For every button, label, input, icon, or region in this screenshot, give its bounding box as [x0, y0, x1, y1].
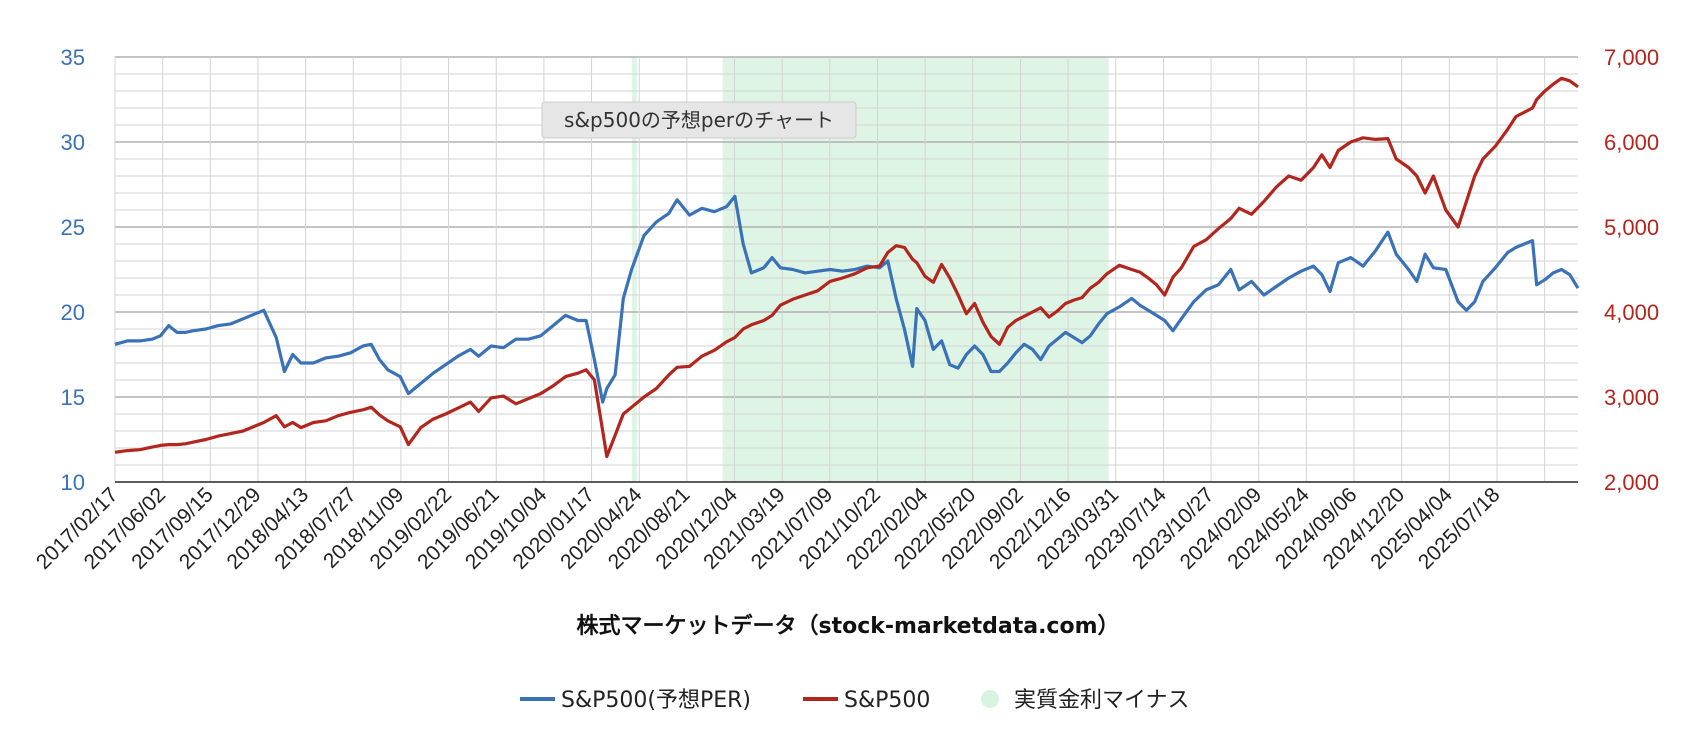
- series-lines: [114, 76, 1580, 459]
- right-tick-label: 4,000: [1604, 300, 1659, 325]
- left-tick-label: 20: [61, 300, 85, 325]
- chart-title-tooltip: s&p500の予想perのチャート: [541, 101, 857, 139]
- right-tick-label: 6,000: [1604, 130, 1659, 155]
- left-tick-label: 10: [61, 470, 85, 495]
- series-line-per: [114, 194, 1580, 404]
- legend: S&P500(予想PER) S&P500 実質金利マイナス: [520, 688, 1190, 713]
- legend-label-per: S&P500(予想PER): [561, 688, 751, 713]
- left-tick-label: 30: [61, 130, 85, 155]
- right-tick-label: 2,000: [1604, 470, 1659, 495]
- chart-title: s&p500の予想perのチャート: [564, 108, 834, 132]
- legend-label-sp500: S&P500: [844, 688, 930, 713]
- left-tick-label: 35: [61, 45, 85, 70]
- right-tick-label: 7,000: [1604, 45, 1659, 70]
- left-tick-label: 25: [61, 215, 85, 240]
- legend-item-sp500[interactable]: S&P500: [803, 688, 930, 713]
- right-axis-ticks: 2,000 3,000 4,000 5,000 6,000 7,000: [1604, 45, 1659, 495]
- left-tick-label: 15: [61, 385, 85, 410]
- legend-item-per[interactable]: S&P500(予想PER): [520, 688, 751, 713]
- series-line-sp500: [114, 76, 1579, 459]
- x-axis-label: 株式マーケットデータ（stock-marketdata.com）: [576, 613, 1119, 639]
- gridlines: [114, 56, 1578, 483]
- x-axis-ticks: 2017/02/172017/06/022017/09/152017/12/29…: [32, 483, 1505, 574]
- right-tick-label: 5,000: [1604, 215, 1659, 240]
- legend-swatch-negative-rate: [981, 690, 999, 708]
- left-axis-ticks: 10 15 20 25 30 35: [61, 45, 85, 495]
- right-tick-label: 3,000: [1604, 385, 1659, 410]
- legend-label-negative-rate: 実質金利マイナス: [1014, 688, 1190, 713]
- shaded-region-0: [632, 57, 637, 482]
- legend-item-negative-rate[interactable]: 実質金利マイナス: [981, 688, 1190, 713]
